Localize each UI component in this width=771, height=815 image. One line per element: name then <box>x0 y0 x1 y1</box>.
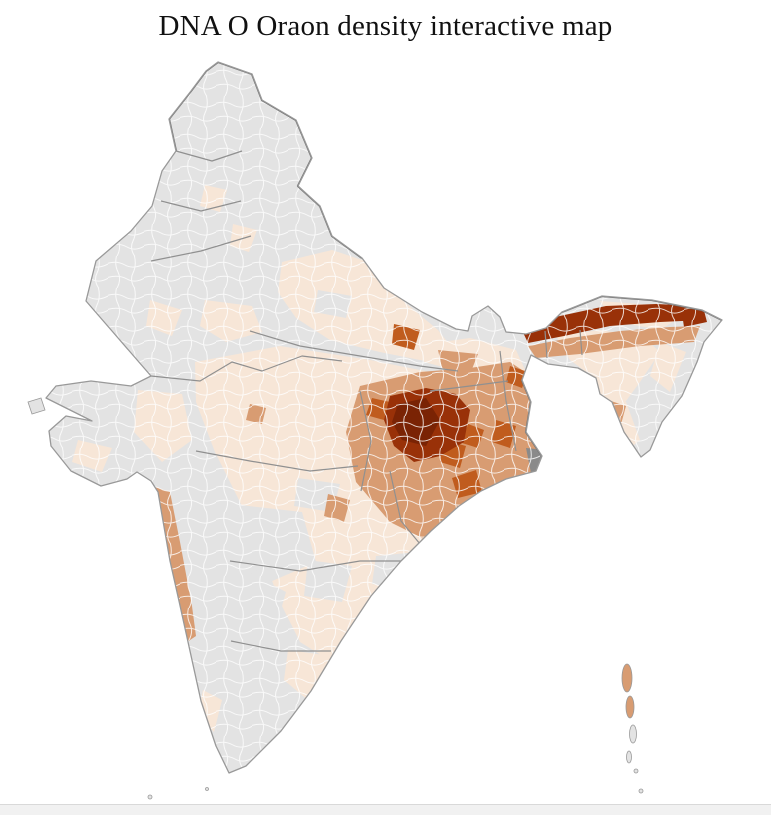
island-lakshadweep-1[interactable] <box>147 794 153 800</box>
state-border-andhra-north <box>229 560 402 572</box>
island-lakshadweep-2[interactable] <box>205 787 209 791</box>
island-andaman-middle[interactable] <box>625 695 635 719</box>
state-border-up-south <box>249 330 459 372</box>
state-border-haryana <box>150 235 252 262</box>
island-nicobar-2[interactable] <box>638 788 644 794</box>
state-border-karnataka-tamil-nadu <box>230 640 331 652</box>
state-border-assam-2 <box>579 329 583 356</box>
state-border-chhattisgarh-west <box>359 390 372 492</box>
state-border-punjab <box>160 200 242 212</box>
island-kutch-west[interactable] <box>27 397 46 415</box>
india-outline <box>45 61 723 774</box>
state-border-assam-1 <box>544 330 548 359</box>
state-border-rajasthan-mp <box>150 355 343 382</box>
state-border-himachal <box>175 150 243 162</box>
island-nicobar-1[interactable] <box>633 768 639 774</box>
state-border-maharashtra-north <box>195 450 359 472</box>
island-andaman-south[interactable] <box>629 724 637 744</box>
island-little-andaman[interactable] <box>626 750 632 764</box>
district-borders-overlay <box>46 62 722 773</box>
map-title: DNA O Oraon density interactive map <box>158 10 613 42</box>
state-border-bihar-jharkhand <box>429 380 509 392</box>
islands-group[interactable] <box>27 397 644 800</box>
horizontal-scrollbar[interactable] <box>0 804 771 815</box>
state-border-west-bengal-west <box>499 350 517 452</box>
island-andaman-north[interactable] <box>621 663 633 693</box>
